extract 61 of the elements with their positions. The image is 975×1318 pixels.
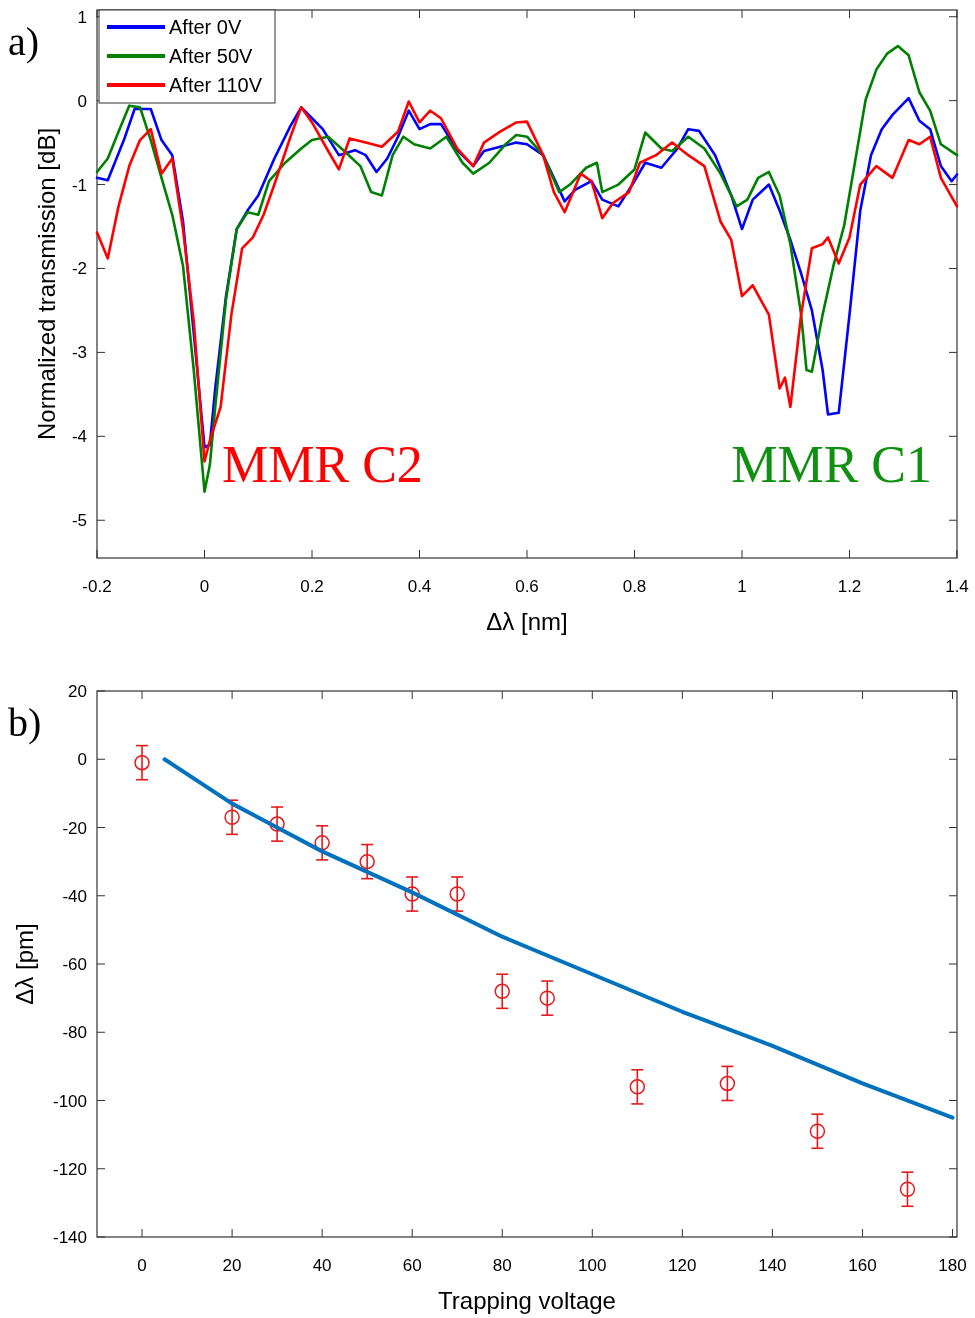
x-tick-label: 0.2 — [300, 577, 324, 596]
point — [719, 1075, 736, 1092]
point — [629, 1079, 646, 1095]
legend-label: After 0V — [169, 16, 242, 38]
point — [494, 983, 510, 1000]
y-tick-label: -20 — [62, 818, 87, 838]
point — [269, 816, 285, 832]
point — [539, 990, 556, 1006]
y-tick-label: 0 — [77, 750, 87, 770]
chart-title: b) — [8, 700, 42, 745]
y-axis-title: Δλ [pm] — [11, 923, 38, 1005]
x-tick-label: 180 — [938, 1256, 967, 1275]
x-tick-label: 0.8 — [622, 577, 647, 596]
x-tick-label: 0.4 — [407, 577, 432, 596]
line-series — [95, 44, 959, 493]
y-tick-label: 1 — [77, 7, 87, 27]
x-tick-label: 20 — [222, 1256, 242, 1275]
y-tick-label: -40 — [62, 886, 87, 906]
x-tick-label: 120 — [668, 1256, 697, 1275]
x-tick-label: 80 — [492, 1256, 512, 1275]
legend-label: After 50V — [169, 45, 254, 67]
point — [449, 886, 465, 902]
y-tick-label: -140 — [52, 1228, 87, 1247]
y-tick-label: -80 — [62, 1023, 87, 1043]
x-tick-label: 60 — [402, 1256, 422, 1275]
y-tick-label: -100 — [52, 1091, 87, 1111]
annotation: MMR C2 — [222, 436, 423, 493]
y-tick-label: 0 — [77, 91, 87, 111]
x-axis-title: Δλ [nm] — [486, 608, 568, 635]
point — [314, 835, 330, 851]
y-axis-title: Normalized transmission [dB] — [33, 127, 60, 441]
y-tick-label: -4 — [71, 427, 87, 447]
y-tick-label: -1 — [71, 175, 87, 195]
x-tick-label: 40 — [312, 1256, 332, 1275]
y-tick-label: -60 — [62, 955, 87, 974]
y-tick-label: -2 — [71, 259, 87, 279]
x-tick-label: 1.4 — [945, 577, 969, 596]
point — [134, 754, 150, 771]
x-axis-title: Trapping voltage — [438, 1287, 616, 1314]
x-tick-label: 0.6 — [515, 577, 539, 596]
x-tick-label: 1 — [737, 577, 747, 596]
point — [224, 809, 240, 826]
x-tick-label: -0.2 — [82, 577, 112, 596]
point — [359, 853, 375, 870]
x-tick-label: 160 — [848, 1256, 877, 1275]
x-tick-label: 140 — [758, 1256, 787, 1275]
annotation: MMR C1 — [731, 436, 932, 493]
point — [404, 886, 420, 902]
y-tick-label: -120 — [52, 1159, 87, 1179]
x-tick-label: 0 — [199, 577, 210, 596]
chart-title: a) — [8, 19, 40, 64]
legend-label: After 110V — [169, 74, 263, 96]
x-tick-label: 100 — [578, 1256, 607, 1275]
point — [899, 1181, 916, 1197]
line-series — [162, 757, 955, 1120]
y-tick-label: -5 — [71, 511, 87, 531]
y-tick-label: -3 — [71, 343, 87, 363]
x-tick-label: 0 — [137, 1256, 147, 1275]
point — [809, 1123, 826, 1139]
x-tick-label: 1.2 — [837, 577, 862, 596]
y-tick-label: 20 — [68, 682, 87, 701]
